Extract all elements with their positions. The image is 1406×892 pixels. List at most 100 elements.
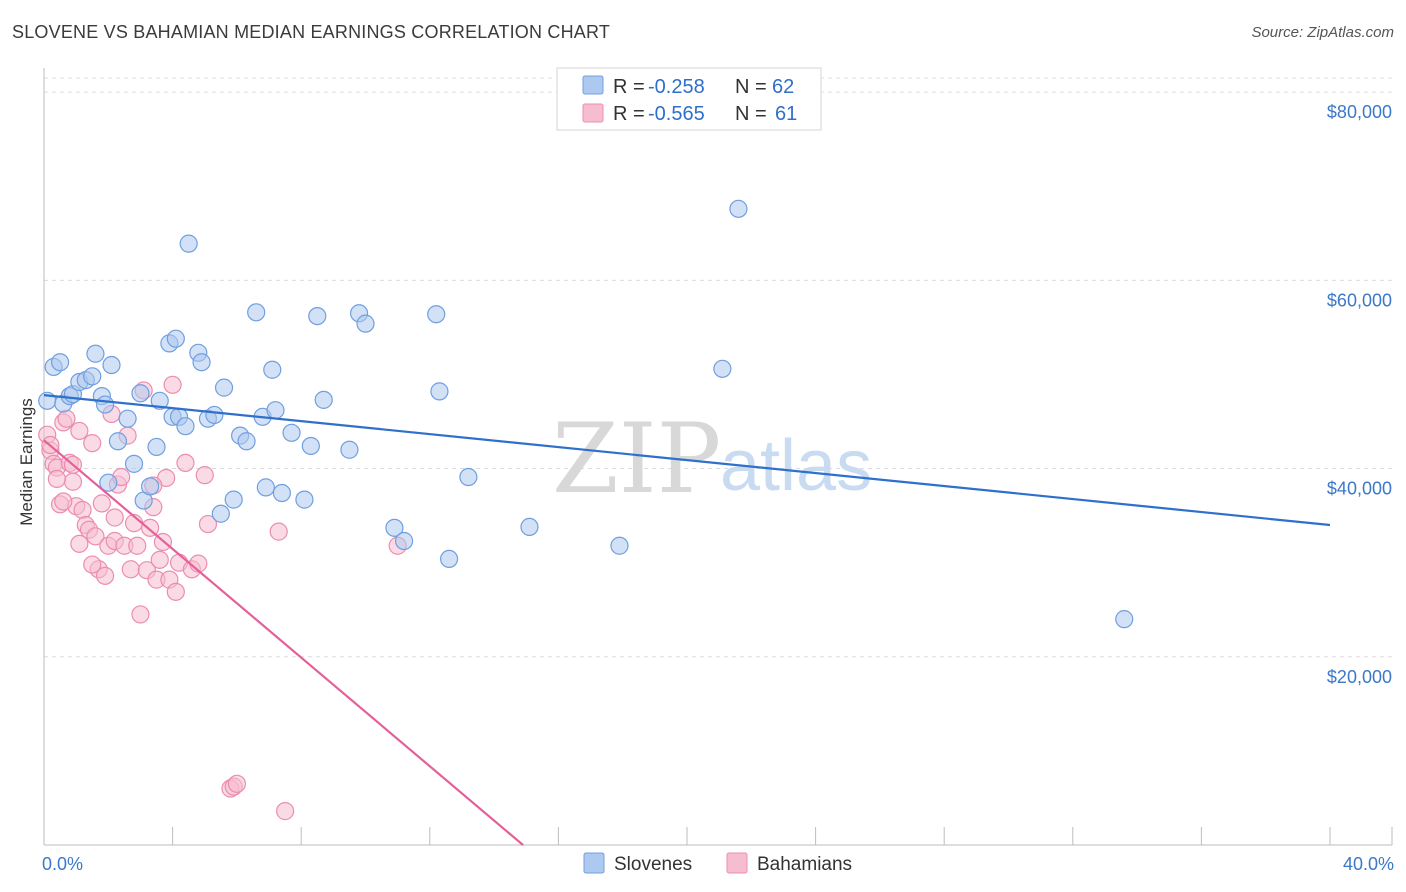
watermark: ZIP atlas (552, 403, 872, 515)
bahamians-point-28 (128, 536, 147, 555)
slovenes-point-26 (179, 234, 198, 253)
slovenes-point-18 (140, 477, 160, 496)
slovenes-point-48 (356, 314, 375, 333)
bahamians-point-59 (105, 508, 124, 527)
bottom-legend-swatch-slovenes (583, 852, 605, 874)
series-bahamians (38, 375, 407, 821)
slovenes-point-60 (256, 478, 275, 497)
legend-r-value-slovenes: -0.258 (648, 76, 705, 98)
legend-n-label-slovenes: N = (735, 76, 767, 98)
bahamians-point-39 (163, 375, 182, 394)
bahamians-point-29 (131, 605, 150, 624)
source-attribution: Source: ZipAtlas.com (1251, 24, 1394, 41)
legend-n-label-bahamians: N = (735, 103, 767, 125)
slovenes-point-50 (394, 531, 414, 551)
slovenes-point-11 (95, 395, 115, 414)
slovenes-point-23 (166, 329, 185, 348)
slovenes-point-35 (237, 432, 256, 451)
slovenes-point-45 (314, 390, 333, 409)
y-tick-label-40000: $40,000 (1327, 479, 1392, 499)
slovenes-point-53 (439, 549, 459, 569)
y-tick-label-60000: $60,000 (1327, 290, 1392, 310)
y-axis-label: Median Earnings (17, 398, 36, 526)
bahamians-point-10 (70, 421, 89, 441)
slovenes-point-25 (176, 417, 195, 436)
slovenes-point-42 (295, 490, 314, 509)
legend-n-value-bahamians: 61 (775, 103, 797, 125)
bahamians-point-57 (70, 534, 89, 553)
bahamians-point-49 (227, 774, 246, 793)
slovenes-point-44 (308, 306, 327, 326)
bahamians-point-15 (86, 527, 105, 546)
bahamians-point-40 (166, 582, 185, 601)
x-tick-label-min: 0.0% (42, 854, 83, 874)
bahamians-point-6 (57, 409, 76, 428)
bahamians-point-50 (269, 522, 288, 541)
legend-box: R = -0.258 N = 62 R = -0.565 N = 61 (556, 67, 822, 131)
slovenes-point-33 (224, 490, 243, 509)
slovenes-point-59 (1115, 610, 1134, 629)
slovenes-point-51 (427, 305, 446, 324)
bahamians-point-32 (140, 518, 160, 537)
slovenes-point-15 (124, 454, 144, 473)
slovenes-point-16 (131, 384, 150, 403)
slovenes-point-30 (205, 405, 224, 425)
slovenes-point-20 (150, 391, 169, 410)
slovenes-point-58 (729, 199, 748, 218)
slovenes-point-28 (192, 353, 211, 372)
bahamians-trendline (43, 439, 524, 846)
y-tick-label-20000: $20,000 (1327, 667, 1392, 687)
slovenes-point-8 (83, 367, 102, 386)
bottom-legend-swatch-bahamians (726, 852, 748, 874)
bahamians-point-8 (63, 472, 83, 491)
bahamians-point-42 (176, 453, 195, 473)
bahamians-point-17 (92, 494, 111, 513)
slovenes-point-38 (263, 360, 282, 379)
slovenes-point-43 (301, 436, 320, 456)
bottom-legend-label-slovenes: Slovenes (614, 854, 692, 875)
legend-r-label-slovenes: R = (613, 76, 645, 98)
x-tick-label-max: 40.0% (1343, 854, 1394, 874)
legend-swatch-slovenes (582, 75, 604, 95)
axes: $20,000 $40,000 $60,000 $80,000 0.0% 40.0% (42, 68, 1394, 874)
slovenes-point-55 (520, 517, 539, 537)
bahamians-point-11 (73, 500, 92, 520)
chart-title: SLOVENE VS BAHAMIAN MEDIAN EARNINGS CORR… (12, 22, 611, 42)
bottom-legend-label-bahamians: Bahamians (757, 854, 852, 875)
bahamians-point-45 (195, 466, 214, 485)
slovenes-point-41 (282, 423, 301, 442)
slovenes-point-12 (102, 355, 121, 375)
slovenes-point-36 (247, 303, 266, 322)
slovenes-point-52 (430, 382, 449, 401)
slovenes-point-49 (385, 518, 404, 537)
slovenes-point-40 (272, 483, 292, 503)
slovenes-point-9 (86, 344, 105, 363)
bahamians-point-51 (276, 802, 295, 821)
bahamians-point-46 (198, 514, 218, 534)
bottom-legend: Slovenes Bahamians (583, 852, 852, 875)
slovenes-point-39 (266, 401, 285, 420)
bahamians-point-35 (150, 550, 169, 569)
trendlines (43, 394, 1331, 846)
slovenes-point-13 (108, 432, 128, 451)
slovenes-point-31 (211, 504, 230, 523)
y-tick-label-80000: $80,000 (1327, 102, 1392, 122)
watermark-zip: ZIP (552, 403, 721, 515)
slovenes-point-46 (340, 440, 359, 459)
bahamians-point-54 (47, 469, 66, 489)
slovenes-point-14 (118, 409, 137, 428)
bahamians-point-14 (83, 434, 102, 453)
legend-n-value-slovenes: 62 (772, 76, 794, 98)
slovenes-point-19 (147, 437, 166, 457)
slovenes-point-57 (713, 359, 732, 378)
slovenes-point-56 (610, 536, 629, 555)
bahamians-point-18 (95, 566, 115, 585)
bahamians-point-58 (83, 555, 102, 574)
slovenes-point-32 (214, 378, 234, 397)
series-slovenes (38, 199, 1134, 629)
legend-r-label-bahamians: R = (613, 103, 645, 125)
bahamians-point-26 (121, 560, 140, 579)
slovenes-point-2 (50, 353, 70, 372)
legend-swatch-bahamians (582, 103, 604, 123)
slovenes-trendline (43, 394, 1331, 527)
